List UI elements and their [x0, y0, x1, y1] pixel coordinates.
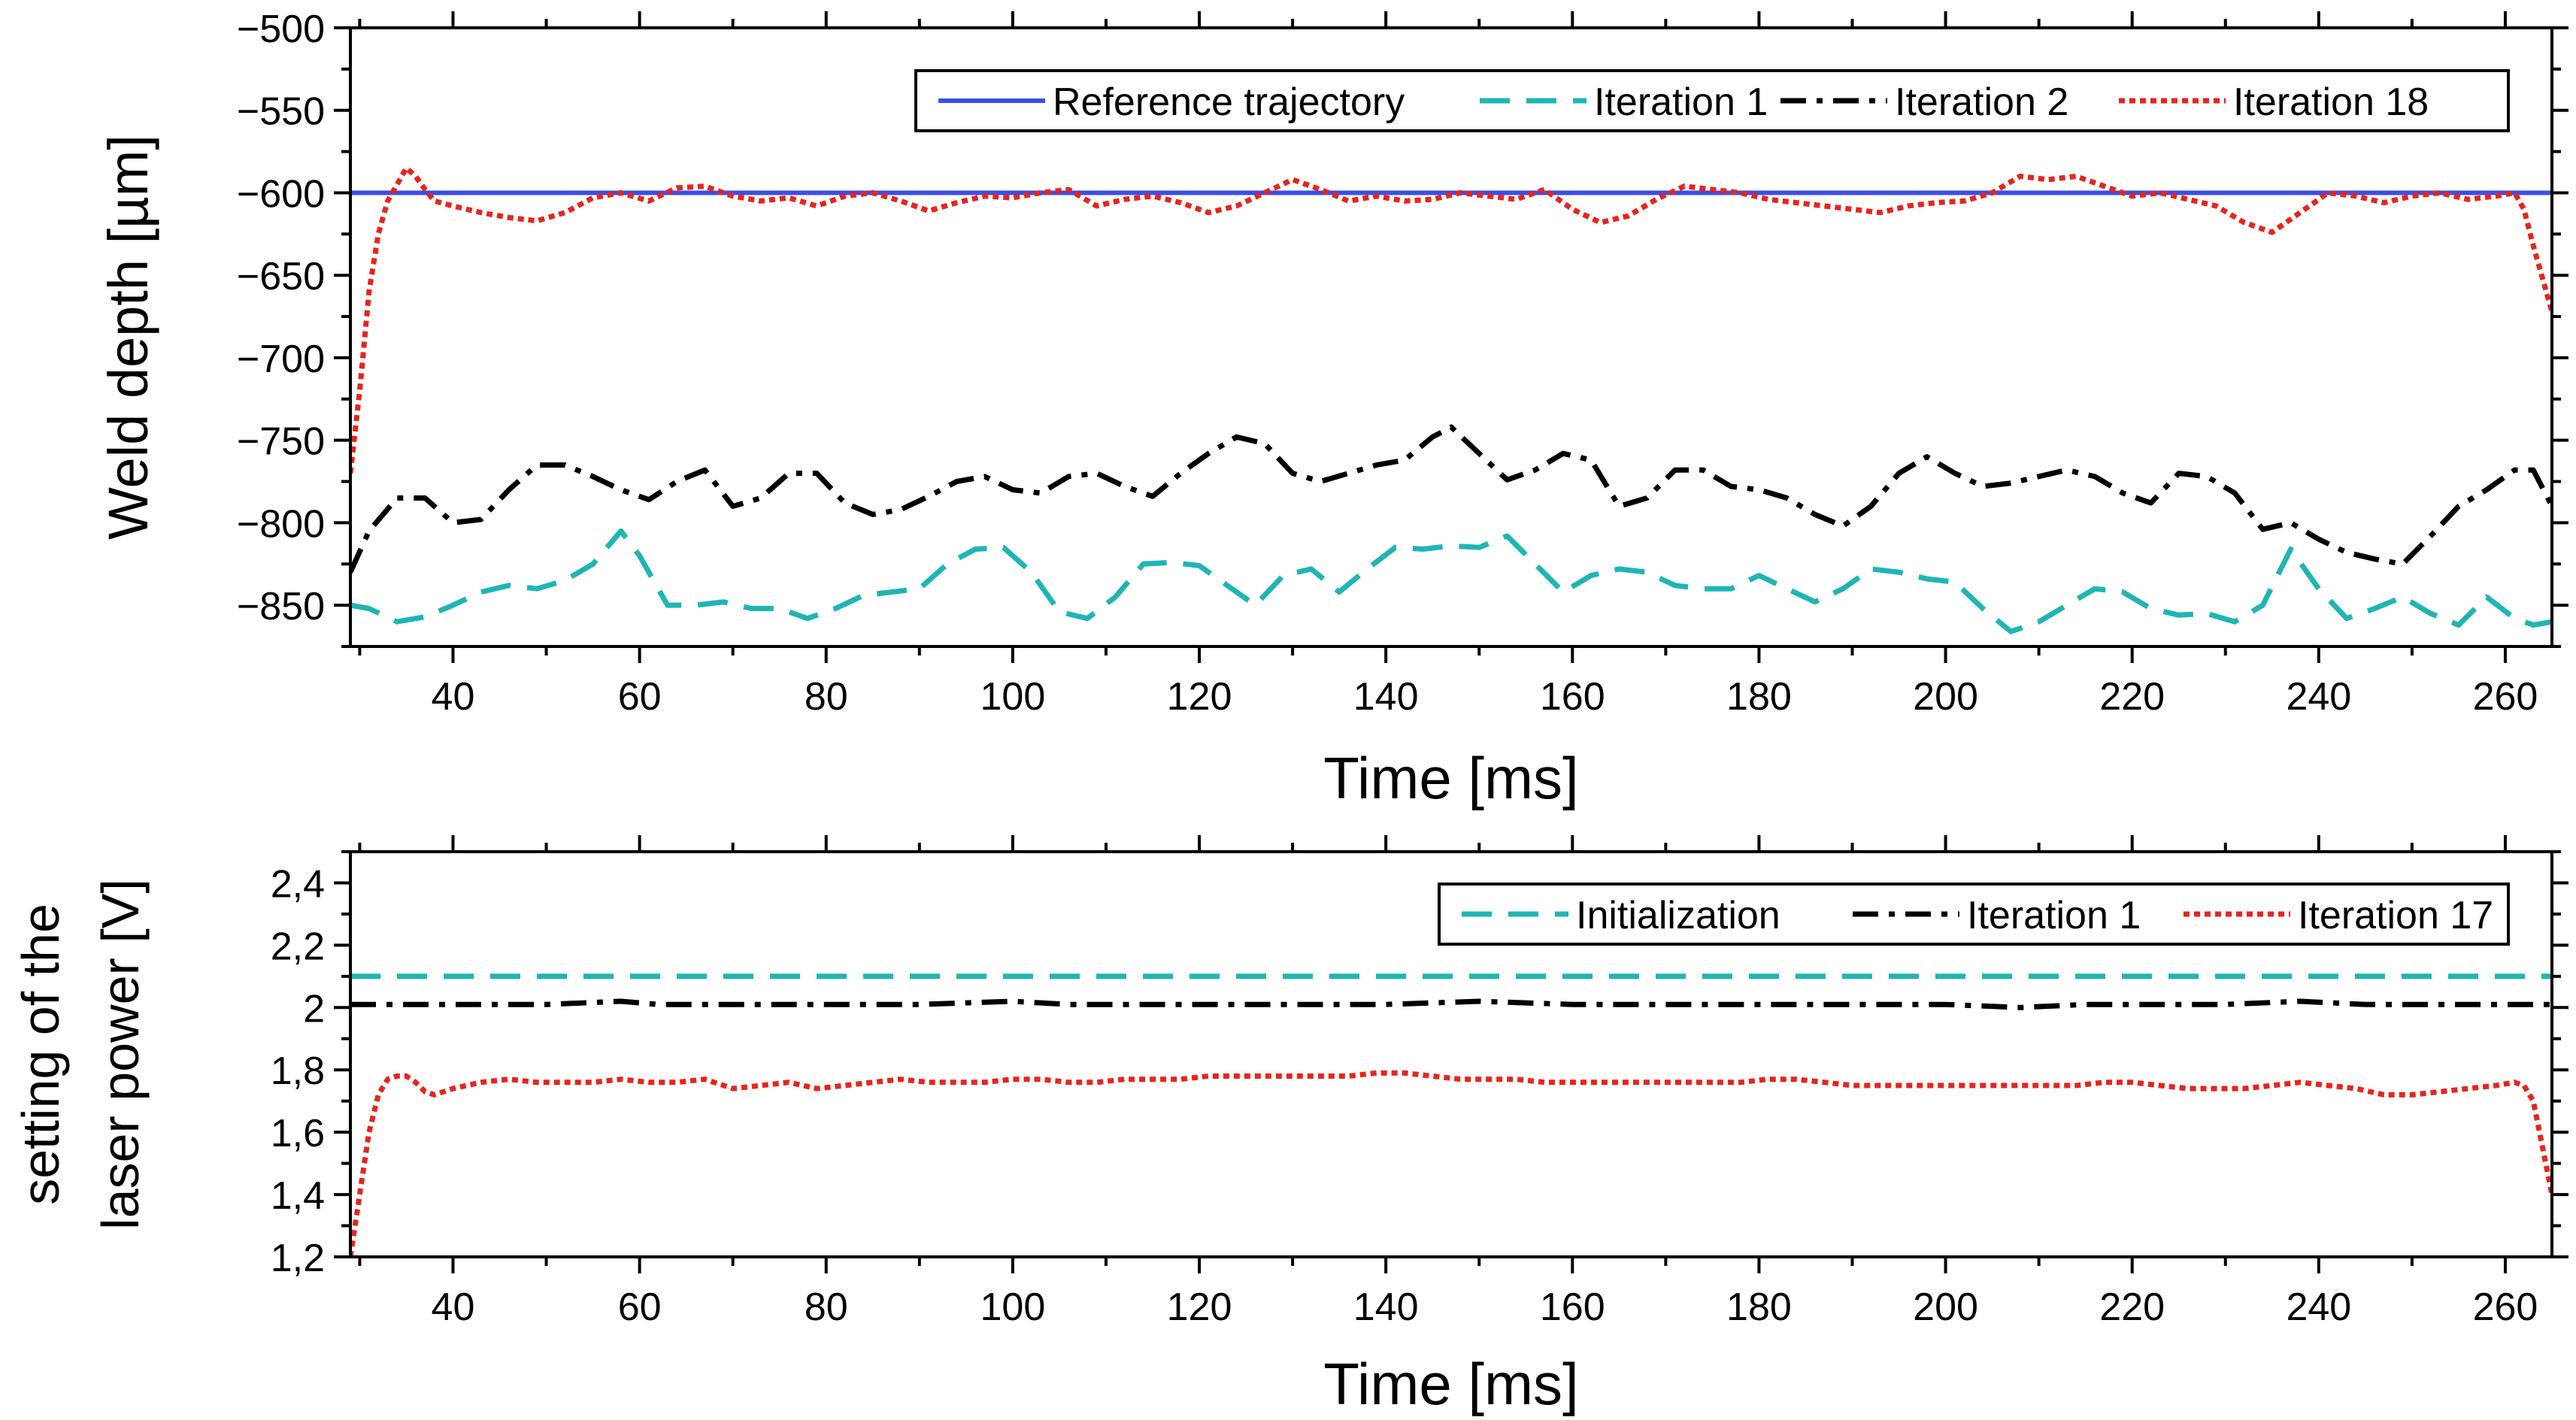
x-axis-title: Time [ms] [1323, 745, 1578, 811]
y-tick-label: 2,4 [271, 862, 325, 906]
legend-label: Iteration 1 [1594, 80, 1768, 124]
x-tick-label: 80 [805, 675, 848, 719]
y-tick-label: −650 [237, 255, 325, 298]
chart-panel-1: 40 60 80 100 120 140 160 180 200 220 240 260 −500 −55… [97, 8, 2568, 811]
y-tick-label: −750 [237, 420, 325, 464]
legend-item-iteration-17: Iteration 17 [2184, 894, 2493, 937]
x-tick-label: 200 [1913, 1285, 1978, 1329]
x-axis-title: Time [ms] [1323, 1351, 1578, 1416]
legend-label: Iteration 18 [2233, 80, 2429, 124]
legend: Reference trajectory Iteration 1 Iteration… [914, 69, 2510, 132]
x-tick-label: 120 [1167, 675, 1232, 719]
y-tick-label: 1,4 [271, 1174, 325, 1218]
legend-item-iteration-1: Iteration 1 [1480, 80, 1768, 124]
x-tick-label: 260 [2473, 1285, 2538, 1329]
x-tick-label: 60 [618, 675, 662, 719]
legend-label: Iteration 2 [1895, 80, 2068, 124]
chart-panel-2: 40 60 80 100 120 140 160 180 200 220 240 260 1,2 1,4 1… [11, 835, 2568, 1417]
series-line-iteration-17 [350, 1070, 2552, 1257]
plot-frame [349, 850, 2553, 1258]
x-tick-label: 140 [1353, 675, 1419, 719]
y-tick-label: −500 [237, 8, 325, 51]
x-tick-label: 160 [1540, 675, 1605, 719]
x-tick-label: 100 [980, 675, 1045, 719]
x-tick-label: 140 [1353, 1285, 1419, 1329]
x-tick-label: 80 [805, 1285, 848, 1329]
legend-box [1438, 883, 2510, 946]
x-tick-label: 180 [1726, 675, 1792, 719]
x-tick-label: 220 [2099, 1285, 2165, 1329]
x-tick-label: 40 [432, 1285, 475, 1329]
y-tick-label: −850 [237, 585, 325, 628]
y-axis-title-line: laser power [V] [91, 879, 150, 1230]
legend: Initialization Iteration 1 Iteration 17 [1438, 883, 2510, 946]
legend-item-iteration-1: Iteration 1 [1853, 894, 2141, 937]
legend-item-iteration-2: Iteration 2 [1780, 80, 2068, 124]
y-tick-label: −600 [237, 172, 325, 216]
x-tick-label: 200 [1913, 675, 1978, 719]
legend-box [914, 69, 2510, 132]
y-axis-title-line: setting of the [11, 904, 70, 1205]
x-tick-label: 180 [1726, 1285, 1792, 1329]
y-axis-title: Weld depth [µm] [97, 135, 159, 540]
legend-item-reference-trajectory: Reference trajectory [938, 80, 1405, 124]
y-tick-label: 1,2 [271, 1237, 325, 1280]
x-tick-label: 160 [1540, 1285, 1605, 1329]
y-tick-label: −550 [237, 90, 325, 134]
x-tick-label: 40 [432, 675, 475, 719]
y-tick-label: 2 [303, 987, 325, 1031]
y-tick-label: −700 [237, 338, 325, 381]
legend-label: Iteration 17 [2298, 894, 2493, 937]
y-tick-label: 2,2 [271, 925, 325, 968]
x-tick-label: 240 [2286, 1285, 2351, 1329]
y-tick-label: 1,6 [271, 1112, 325, 1155]
series-line-iteration-18 [350, 165, 2552, 474]
series-line-iteration-1 [350, 998, 2552, 1010]
x-tick-label: 120 [1167, 1285, 1232, 1329]
x-tick-label: 260 [2473, 675, 2538, 719]
x-tick-label: 100 [980, 1285, 1045, 1329]
y-tick-label: 1,8 [271, 1049, 325, 1093]
y-tick-label: −800 [237, 502, 325, 546]
series-line-iteration-1 [350, 528, 2552, 634]
legend-label: Iteration 1 [1967, 894, 2141, 937]
legend-item-initialization: Initialization [1462, 894, 1780, 937]
plot-frame [349, 26, 2553, 648]
x-tick-label: 60 [618, 1285, 662, 1329]
series-line-iteration-2 [350, 424, 2552, 574]
legend-label: Reference trajectory [1053, 80, 1405, 124]
x-tick-label: 220 [2099, 675, 2165, 719]
x-tick-label: 240 [2286, 675, 2351, 719]
legend-item-iteration-18: Iteration 18 [2119, 80, 2429, 124]
legend-label: Initialization [1576, 894, 1780, 937]
